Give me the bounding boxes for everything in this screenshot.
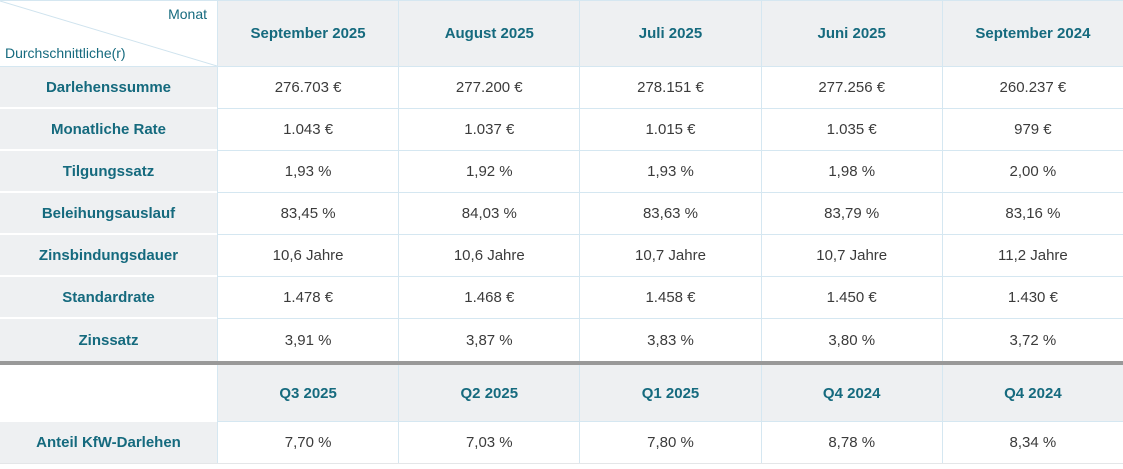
value-cell: 979 € — [941, 109, 1123, 151]
value-cell: 7,80 % — [579, 422, 760, 463]
value-cell: 3,91 % — [217, 319, 398, 361]
quarter-header-q1-2025: Q1 2025 — [579, 365, 761, 422]
row-label-standardrate: Standardrate — [0, 277, 217, 319]
value-cell: 1.015 € — [579, 109, 761, 151]
value-cell: 7,70 % — [217, 422, 398, 463]
value-cell: 1,93 % — [579, 151, 761, 193]
quarter-corner-empty-cell — [0, 365, 217, 422]
value-cell: 10,7 Jahre — [579, 235, 761, 277]
quarter-header-q4-2024-a: Q4 2024 — [760, 365, 942, 422]
value-cell: 3,80 % — [760, 319, 942, 361]
section-divider — [0, 361, 1123, 365]
value-cell: 8,34 % — [941, 422, 1123, 463]
value-cell: 1.450 € — [760, 277, 942, 319]
diagonal-divider-line — [0, 1, 217, 66]
value-cell: 1.468 € — [398, 277, 580, 319]
corner-label-durchschnittliche: Durchschnittliche(r) — [5, 45, 126, 61]
month-header-juli-2025: Juli 2025 — [579, 1, 761, 67]
value-cell: 1,92 % — [398, 151, 580, 193]
quarter-header-q4-2024-b: Q4 2024 — [941, 365, 1123, 422]
row-label-anteil-kfw-darlehen: Anteil KfW-Darlehen — [0, 422, 217, 463]
value-cell: 83,79 % — [760, 193, 942, 235]
value-cell: 276.703 € — [217, 67, 399, 109]
value-cell: 3,72 % — [941, 319, 1123, 361]
value-cell: 1.458 € — [579, 277, 761, 319]
value-cell: 10,6 Jahre — [398, 235, 580, 277]
month-header-august-2025: August 2025 — [398, 1, 580, 67]
value-cell: 2,00 % — [941, 151, 1123, 193]
value-cell: 10,7 Jahre — [760, 235, 942, 277]
value-cell: 1.430 € — [941, 277, 1123, 319]
row-label-monatliche-rate: Monatliche Rate — [0, 109, 217, 151]
value-cell: 83,16 % — [941, 193, 1123, 235]
value-cell: 277.256 € — [760, 67, 942, 109]
value-cell: 1,93 % — [217, 151, 399, 193]
row-label-zinsbindungsdauer: Zinsbindungsdauer — [0, 235, 217, 277]
value-cell: 10,6 Jahre — [217, 235, 399, 277]
value-cell: 83,63 % — [579, 193, 761, 235]
corner-cell: Monat Durchschnittliche(r) — [0, 1, 217, 67]
value-cell: 83,45 % — [217, 193, 399, 235]
value-cell: 1.035 € — [760, 109, 942, 151]
value-cell: 7,03 % — [398, 422, 579, 463]
value-cell: 278.151 € — [579, 67, 761, 109]
value-cell: 1,98 % — [760, 151, 942, 193]
month-header-september-2025: September 2025 — [217, 1, 399, 67]
value-cell: 11,2 Jahre — [941, 235, 1123, 277]
value-cell: 1.037 € — [398, 109, 580, 151]
quarter-header-q2-2025: Q2 2025 — [398, 365, 580, 422]
month-header-juni-2025: Juni 2025 — [760, 1, 942, 67]
row-label-beleihungsauslauf: Beleihungsauslauf — [0, 193, 217, 235]
value-cell: 8,78 % — [760, 422, 942, 463]
quarter-header-q3-2025: Q3 2025 — [217, 365, 399, 422]
row-label-zinssatz: Zinssatz — [0, 319, 217, 361]
corner-label-monat: Monat — [168, 6, 207, 22]
value-cell: 1.478 € — [217, 277, 399, 319]
value-cell: 3,87 % — [398, 319, 579, 361]
value-cell: 1.043 € — [217, 109, 399, 151]
value-cell: 260.237 € — [941, 67, 1123, 109]
row-label-darlehenssumme: Darlehenssumme — [0, 67, 217, 109]
row-label-tilgungssatz: Tilgungssatz — [0, 151, 217, 193]
month-header-september-2024: September 2024 — [941, 1, 1123, 67]
value-cell: 277.200 € — [398, 67, 580, 109]
value-cell: 84,03 % — [398, 193, 580, 235]
value-cell: 3,83 % — [579, 319, 760, 361]
